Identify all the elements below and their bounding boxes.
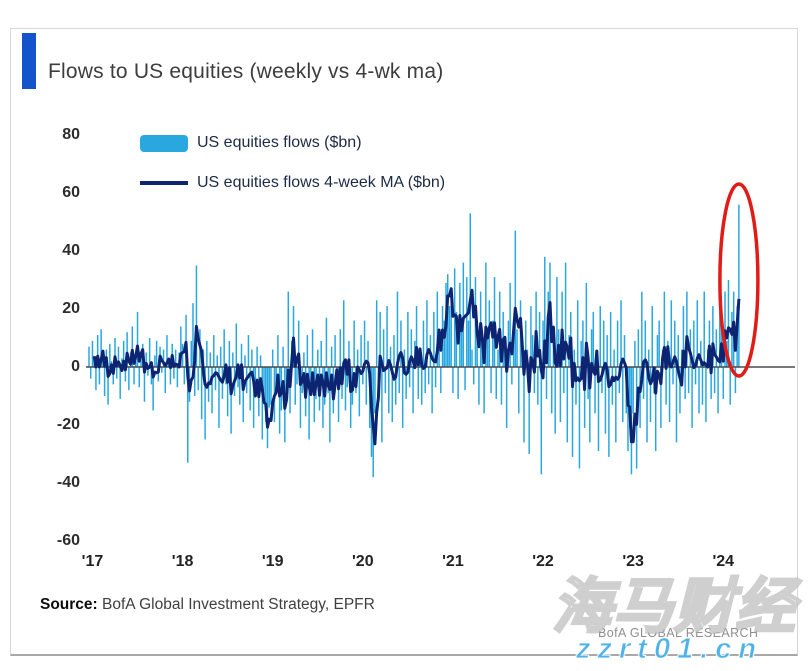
x-tick-label: '21 bbox=[442, 553, 464, 570]
watermark-url-text: zzrt01.cn bbox=[575, 633, 764, 666]
x-tick-label: '22 bbox=[532, 553, 554, 570]
chart-legend: US equities flows ($bn) US equities flow… bbox=[140, 130, 445, 210]
title-accent-bar bbox=[22, 33, 36, 89]
x-tick-label: '17 bbox=[81, 553, 104, 570]
x-tick-label: '24 bbox=[712, 553, 735, 570]
x-tick-label: '19 bbox=[261, 553, 284, 570]
card-border bbox=[10, 28, 798, 656]
y-tick-label: -60 bbox=[56, 532, 80, 549]
ma-line-series bbox=[92, 287, 741, 446]
y-tick-label: 60 bbox=[62, 184, 80, 201]
source-label: Source: bbox=[40, 596, 98, 613]
x-tick-label: '20 bbox=[352, 553, 374, 570]
flows-chart-svg bbox=[86, 182, 795, 478]
bar-swatch-icon bbox=[140, 134, 188, 152]
legend-item-ma-line: US equities flows 4-week MA ($bn) bbox=[140, 170, 445, 196]
source-note: Source: BofA Global Investment Strategy,… bbox=[40, 596, 375, 614]
y-tick-label: 40 bbox=[62, 242, 80, 259]
brand-text: BofA GLOBAL RESEARCH bbox=[598, 626, 759, 640]
line-swatch-icon bbox=[140, 181, 188, 185]
y-tick-label: 0 bbox=[71, 358, 80, 375]
source-text: BofA Global Investment Strategy, EPFR bbox=[97, 596, 375, 613]
legend-label: US equities flows ($bn) bbox=[197, 134, 362, 151]
y-tick-label: 80 bbox=[62, 126, 80, 143]
legend-label: US equities flows 4-week MA ($bn) bbox=[197, 174, 446, 191]
x-tick-label: '23 bbox=[622, 553, 644, 570]
y-tick-label: -20 bbox=[56, 416, 80, 433]
x-tick-label: '18 bbox=[171, 553, 194, 570]
y-tick-label: -40 bbox=[56, 474, 80, 491]
watermark-cjk-text: 海马财经 bbox=[551, 572, 797, 642]
legend-item-weekly-flows: US equities flows ($bn) bbox=[140, 130, 445, 156]
page-title: Flows to US equities (weekly vs 4-wk ma) bbox=[48, 60, 444, 83]
y-tick-label: 20 bbox=[62, 300, 80, 317]
highlight-ellipse bbox=[718, 182, 760, 378]
